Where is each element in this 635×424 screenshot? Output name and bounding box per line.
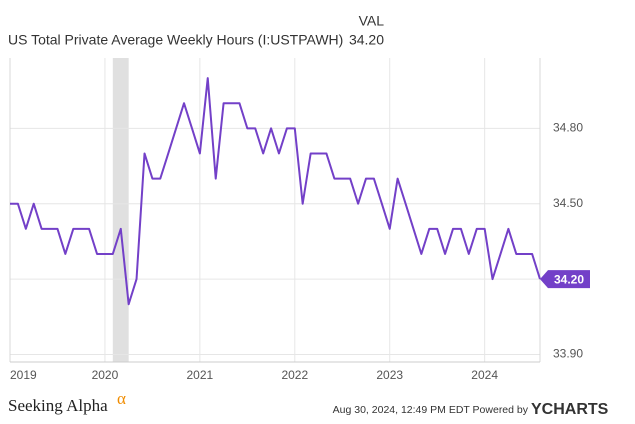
x-tick-label: 2022	[281, 368, 308, 382]
y-tick-label: 34.50	[553, 196, 583, 210]
y-tick-label: 33.90	[553, 347, 583, 361]
logo: YCHARTS	[531, 401, 609, 418]
legend-series-name: US Total Private Average Weekly Hours (I…	[8, 32, 343, 48]
end-label-box	[540, 270, 590, 289]
shaded-region	[112, 58, 129, 362]
timestamp: Aug 30, 2024, 12:49 PM EDT Powered by	[333, 404, 529, 416]
brand: Seeking Alpha	[8, 396, 108, 415]
x-tick-label: 2021	[187, 368, 214, 382]
x-tick-label: 2023	[376, 368, 403, 382]
series-line	[10, 77, 541, 306]
end-value-label: 34.20	[554, 272, 584, 286]
legend-header: VAL	[359, 13, 385, 29]
x-tick-label: 2024	[471, 368, 498, 382]
y-tick-label: 34.80	[553, 121, 583, 135]
brand-mark: α	[117, 389, 126, 408]
x-tick-label: 2019	[10, 368, 37, 382]
x-tick-label: 2020	[92, 368, 119, 382]
legend-value: 34.20	[349, 32, 384, 48]
